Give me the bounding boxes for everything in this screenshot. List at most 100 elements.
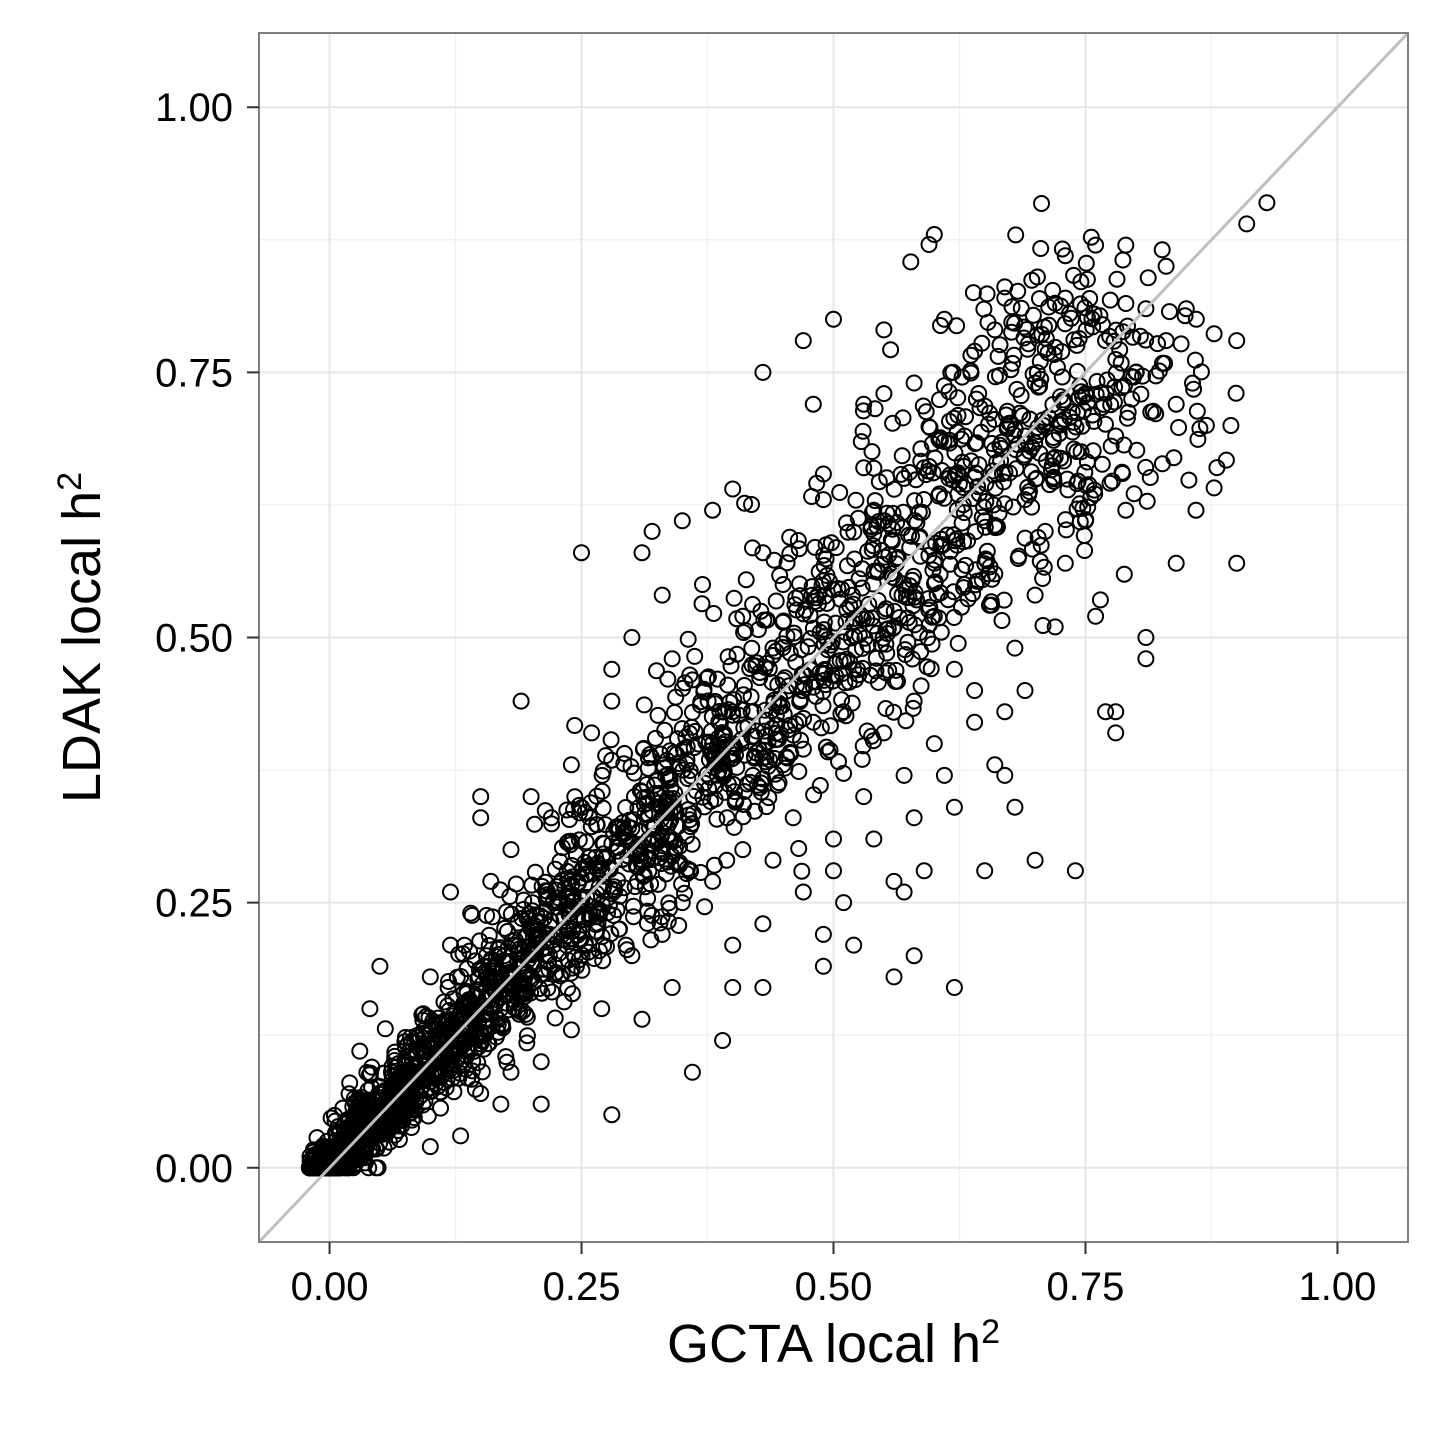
- data-point: [781, 528, 799, 546]
- data-point: [935, 310, 953, 328]
- data-point: [518, 1034, 536, 1052]
- data-point: [1102, 396, 1120, 414]
- data-point: [885, 968, 903, 986]
- data-point: [435, 993, 453, 1011]
- data-point: [1008, 380, 1026, 398]
- data-point: [1149, 335, 1166, 353]
- data-point: [570, 930, 588, 948]
- data-point: [686, 647, 704, 665]
- data-point: [1125, 485, 1143, 503]
- data-point: [952, 430, 970, 448]
- data-point: [463, 1004, 481, 1022]
- data-point: [1032, 240, 1050, 257]
- data-point: [509, 937, 527, 955]
- data-point: [878, 644, 896, 662]
- data-point: [920, 418, 938, 436]
- data-point: [1059, 481, 1077, 499]
- data-point: [308, 1159, 326, 1177]
- data-point: [996, 278, 1014, 296]
- data-point: [1028, 326, 1046, 344]
- data-point: [771, 567, 789, 584]
- data-point: [1044, 431, 1062, 449]
- data-point: [593, 895, 611, 913]
- data-point: [559, 979, 577, 997]
- data-point: [574, 859, 592, 877]
- data-point: [777, 748, 795, 766]
- data-point: [705, 856, 723, 874]
- data-point: [1131, 327, 1149, 345]
- data-point: [1205, 479, 1223, 497]
- data-point: [814, 683, 832, 701]
- data-point: [369, 1159, 387, 1177]
- data-point: [789, 532, 807, 549]
- data-point: [915, 862, 933, 880]
- data-point: [735, 624, 753, 641]
- data-point: [724, 738, 742, 756]
- y-tick-label: 0.25: [155, 882, 233, 926]
- data-point: [957, 408, 974, 426]
- data-point: [560, 872, 578, 890]
- data-point: [849, 509, 867, 527]
- data-point: [1057, 511, 1074, 529]
- data-point: [1091, 591, 1109, 609]
- data-point: [931, 391, 948, 409]
- data-point: [526, 939, 544, 957]
- data-point: [794, 883, 812, 901]
- data-point: [744, 539, 761, 557]
- data-point: [1124, 328, 1142, 346]
- data-point: [1142, 403, 1160, 421]
- data-point: [754, 915, 772, 933]
- data-point: [616, 745, 633, 762]
- data-point: [867, 662, 885, 680]
- data-point: [724, 703, 741, 721]
- data-point: [905, 692, 923, 710]
- data-point: [803, 578, 821, 596]
- data-point: [502, 1063, 520, 1081]
- data-point: [608, 842, 626, 860]
- data-point: [888, 550, 906, 568]
- data-point: [1057, 521, 1075, 539]
- data-point: [1020, 486, 1038, 504]
- data-point: [875, 385, 893, 403]
- data-point: [377, 1120, 395, 1138]
- data-point: [583, 724, 601, 742]
- data-point: [774, 635, 792, 653]
- data-point: [978, 542, 996, 560]
- data-point: [825, 830, 842, 848]
- data-point: [1028, 268, 1046, 286]
- data-point: [944, 363, 962, 381]
- data-point: [724, 979, 742, 996]
- data-point: [814, 697, 832, 715]
- data-point: [705, 605, 723, 622]
- data-point: [754, 979, 772, 996]
- data-point: [383, 1071, 401, 1089]
- data-point: [1091, 307, 1109, 325]
- data-point: [1222, 417, 1240, 434]
- y-tick-label: 0.00: [155, 1147, 233, 1191]
- data-point: [1031, 444, 1049, 462]
- data-point: [1186, 351, 1204, 369]
- data-point: [953, 453, 971, 471]
- data-point: [473, 976, 491, 994]
- data-point: [984, 462, 1002, 480]
- data-point: [1228, 554, 1246, 572]
- data-point: [571, 804, 588, 822]
- data-point: [724, 480, 742, 498]
- data-point: [996, 766, 1014, 784]
- data-point: [803, 586, 821, 604]
- data-point: [1137, 629, 1155, 646]
- data-point: [673, 894, 691, 912]
- data-point: [790, 540, 808, 558]
- data-point: [1088, 373, 1106, 390]
- data-point: [837, 613, 855, 631]
- data-point: [791, 692, 809, 710]
- data-point: [604, 880, 622, 898]
- data-point: [1076, 463, 1094, 481]
- data-point: [701, 742, 719, 760]
- data-point: [350, 1106, 368, 1124]
- data-point: [415, 1022, 432, 1039]
- data-point: [1044, 470, 1062, 488]
- data-point: [1016, 427, 1034, 445]
